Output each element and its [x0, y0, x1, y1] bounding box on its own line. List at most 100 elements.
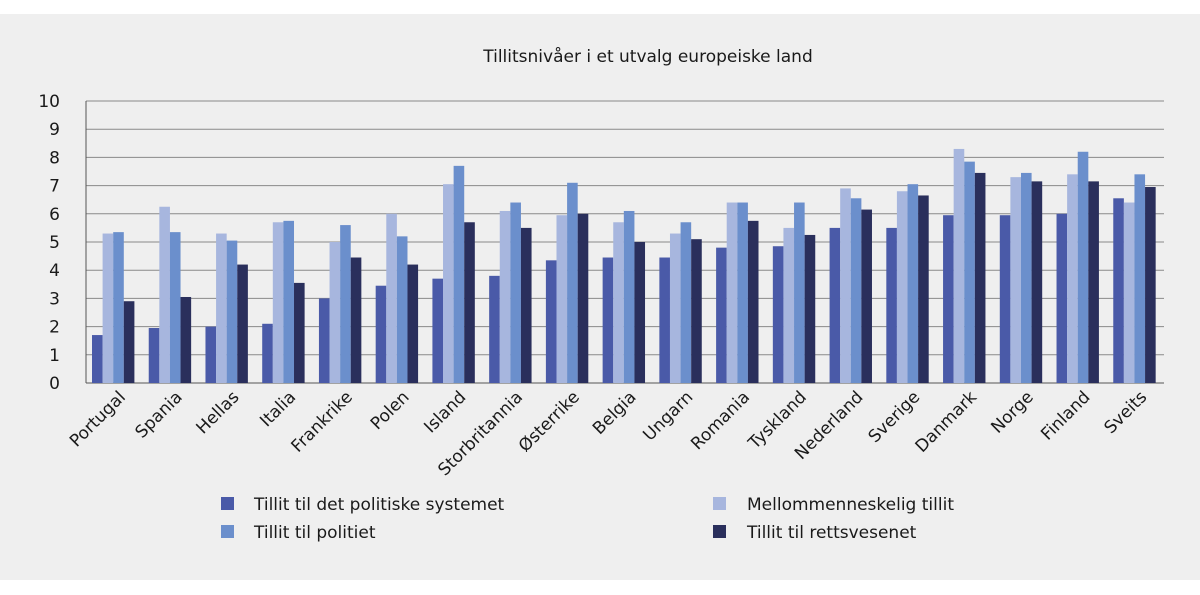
bar-1-6 [432, 278, 444, 383]
legend-swatch-interpersonal [713, 497, 726, 510]
bar-3-13 [850, 198, 862, 383]
x-tick-label: Hellas [192, 387, 243, 438]
y-tick-label: 2 [49, 318, 60, 338]
bar-3-0 [113, 232, 124, 383]
x-tick-label: Ungarn [639, 387, 697, 445]
y-tick-label: 1 [49, 346, 60, 366]
legend: Tillit til det politiske systemet Mellom… [221, 495, 954, 543]
bar-3-3 [283, 220, 295, 383]
bar-2-6 [443, 184, 454, 383]
bar-2-10 [669, 233, 681, 383]
y-tick-label: 3 [49, 289, 60, 309]
bar-1-12 [772, 246, 784, 383]
bar-1-8 [545, 260, 557, 383]
legend-swatch-political [221, 497, 234, 510]
legend-label-political: Tillit til det politiske systemet [253, 495, 505, 515]
bar-4-5 [407, 264, 419, 383]
bar-2-11 [726, 202, 738, 383]
bar-4-11 [747, 220, 759, 383]
legend-item-interpersonal: Mellommenneskelig tillit [713, 495, 954, 515]
bar-3-15 [964, 161, 975, 383]
x-tick-label: Sveits [1101, 387, 1152, 438]
bar-1-15 [943, 215, 954, 383]
bar-1-3 [262, 323, 273, 383]
bar-2-3 [272, 222, 284, 383]
legend-item-judiciary: Tillit til rettsvesenet [713, 523, 917, 543]
bar-4-16 [1031, 181, 1043, 383]
y-tick-label: 9 [49, 120, 60, 140]
y-tick-label: 7 [49, 177, 60, 197]
bar-2-13 [840, 188, 851, 383]
y-tick-label: 10 [38, 92, 60, 112]
legend-item-police: Tillit til politiet [221, 523, 376, 543]
chart-title: Tillitsnivåer i et utvalg europeiske lan… [482, 46, 812, 67]
bar-4-13 [861, 209, 872, 383]
bar-2-4 [329, 242, 341, 383]
bar-3-2 [226, 240, 238, 383]
x-tick-label: Norge [987, 387, 1037, 437]
bar-1-13 [829, 227, 841, 383]
x-tick-label: Italia [256, 387, 300, 431]
bar-4-14 [918, 195, 929, 383]
legend-swatch-judiciary [713, 525, 726, 538]
x-tick-label: Belgia [589, 387, 640, 438]
legend-item-political: Tillit til det politiske systemet [221, 495, 505, 515]
x-tick-label: Polen [367, 387, 414, 434]
bar-1-17 [1056, 213, 1068, 383]
bar-1-7 [489, 275, 500, 383]
bar-1-2 [205, 326, 217, 383]
bar-4-7 [520, 227, 532, 383]
bar-1-1 [148, 328, 160, 383]
bar-3-11 [737, 202, 748, 383]
bar-1-0 [92, 335, 103, 383]
bar-4-9 [634, 242, 646, 383]
x-tick-label: Frankrike [288, 387, 357, 456]
bar-4-0 [123, 301, 135, 383]
bar-3-1 [169, 232, 181, 383]
bar-1-10 [659, 257, 670, 383]
bar-4-18 [1145, 187, 1156, 383]
y-tick-label: 8 [49, 148, 60, 168]
bar-4-4 [350, 257, 362, 383]
bar-2-18 [1123, 202, 1135, 383]
y-tick-label: 6 [49, 205, 60, 225]
bar-4-2 [237, 264, 248, 383]
bar-3-8 [567, 182, 578, 383]
bar-4-10 [691, 239, 702, 383]
bar-2-0 [102, 233, 114, 383]
bar-4-17 [1088, 181, 1099, 383]
bar-4-6 [464, 222, 475, 383]
bar-3-12 [794, 202, 805, 383]
bar-3-7 [510, 202, 521, 383]
bar-2-14 [896, 191, 908, 383]
x-tick-label: Danmark [912, 387, 981, 456]
bar-1-16 [999, 215, 1011, 383]
bar-3-14 [907, 184, 919, 383]
x-tick-label: Finland [1037, 387, 1094, 444]
bar-1-9 [602, 257, 614, 383]
legend-label-judiciary: Tillit til rettsvesenet [746, 523, 917, 543]
bar-3-10 [680, 222, 692, 383]
bar-2-7 [499, 210, 511, 383]
bar-2-5 [386, 213, 397, 383]
bar-2-12 [783, 227, 795, 383]
y-tick-label: 0 [49, 374, 60, 394]
bar-2-16 [1010, 177, 1021, 383]
bar-2-2 [216, 233, 227, 383]
legend-label-police: Tillit til politiet [253, 523, 376, 543]
bar-3-16 [1020, 172, 1032, 383]
x-tick-label: Portugal [66, 387, 130, 451]
bar-3-5 [396, 236, 408, 383]
x-tick-label: Romania [687, 387, 754, 454]
bar-3-4 [340, 225, 351, 383]
bar-1-11 [716, 247, 727, 383]
bar-1-5 [375, 285, 387, 383]
y-tick-label: 4 [49, 261, 60, 281]
bar-2-15 [953, 148, 965, 383]
bar-1-4 [318, 298, 330, 383]
bar-4-15 [974, 172, 986, 383]
bar-2-9 [613, 222, 624, 383]
y-tick-label: 5 [49, 233, 60, 253]
bar-3-18 [1134, 174, 1146, 383]
